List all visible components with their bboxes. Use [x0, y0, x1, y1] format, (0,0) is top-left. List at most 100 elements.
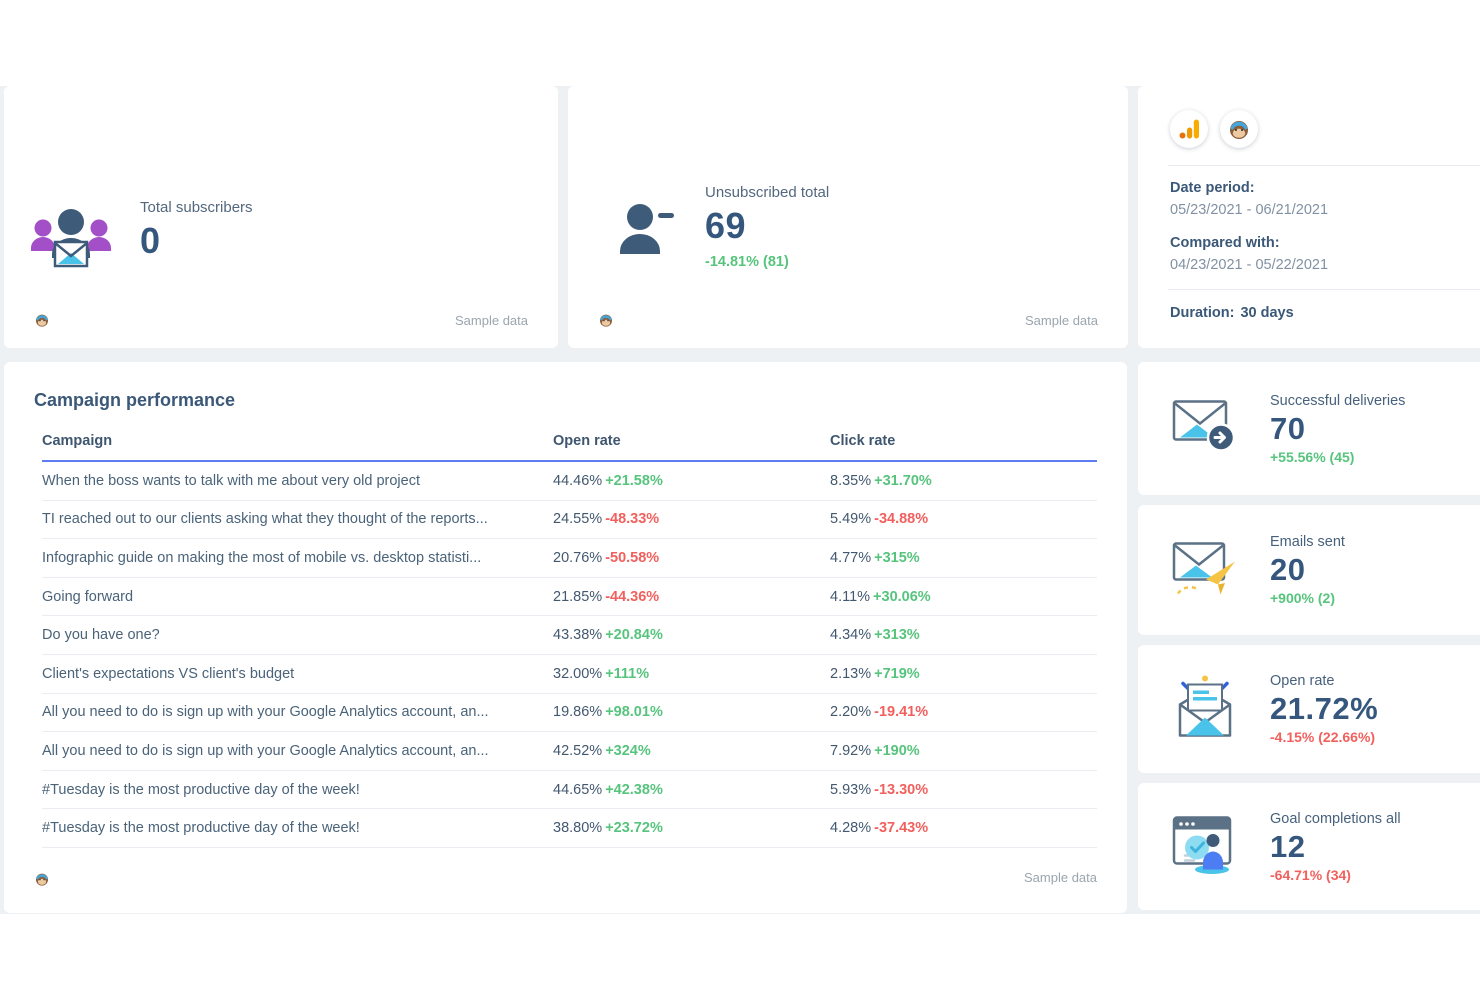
- open-rate-value: 38.80%: [553, 820, 603, 837]
- date-period-value: 05/23/2021 - 06/21/2021: [1170, 202, 1329, 218]
- metric-value: 70: [1270, 410, 1306, 446]
- click-rate-delta: -13.30%: [874, 781, 929, 798]
- metric-value: 20: [1270, 552, 1306, 587]
- emails-sent-card[interactable]: Emails sent 20 +900% (2): [1138, 505, 1480, 635]
- table-row: Client's expectations VS client's budget…: [42, 655, 1097, 694]
- click-rate-delta: +190%: [874, 742, 920, 759]
- column-header-click-rate: Click rate: [830, 433, 896, 449]
- open-rate-delta: -44.36%: [605, 588, 660, 605]
- compared-with-label: Compared with:: [1170, 235, 1280, 251]
- successful-deliveries-card[interactable]: Successful deliveries 70 +55.56% (45): [1138, 362, 1480, 495]
- metric-value: 0: [140, 220, 161, 261]
- integration-badges: [1170, 110, 1480, 148]
- open-envelope-icon: [1172, 675, 1238, 744]
- column-header-campaign: Campaign: [42, 433, 113, 449]
- campaign-name: Do you have one?: [42, 627, 160, 644]
- click-rate-delta: +313%: [874, 627, 920, 644]
- campaign-name: TI reached out to our clients asking wha…: [42, 511, 488, 528]
- goal-browser-icon: [1172, 814, 1238, 879]
- compared-with-value: 04/23/2021 - 05/22/2021: [1170, 257, 1329, 273]
- metric-label: Open rate: [1270, 673, 1335, 689]
- duration-value: 30 days: [1240, 305, 1294, 321]
- divider: [1168, 289, 1480, 290]
- click-rate-delta: +719%: [874, 665, 920, 682]
- metric-label: Goal completions all: [1270, 810, 1401, 827]
- click-rate-delta: +30.06%: [873, 588, 931, 605]
- open-rate-value: 44.65%: [553, 781, 603, 798]
- metric-label: Unsubscribed total: [705, 184, 830, 201]
- google-analytics-icon: [1170, 110, 1208, 148]
- campaign-name: #Tuesday is the most productive day of t…: [42, 820, 360, 837]
- metric-delta: -14.81% (81): [705, 254, 789, 270]
- metric-label: Successful deliveries: [1270, 392, 1406, 409]
- open-rate-delta: +98.01%: [605, 704, 663, 721]
- open-rate-delta: +42.38%: [605, 781, 663, 798]
- envelope-plane-icon: [1172, 539, 1238, 602]
- click-rate-value: 4.28%: [830, 820, 872, 837]
- campaign-table-header: Campaign Open rate Click rate: [42, 433, 1097, 462]
- duration-label: Duration:: [1170, 305, 1235, 321]
- mailchimp-source-icon: [34, 871, 50, 887]
- campaign-name: #Tuesday is the most productive day of t…: [42, 781, 360, 798]
- campaign-performance-card[interactable]: Campaign performance Campaign Open rate …: [4, 362, 1127, 913]
- open-rate-delta: +324%: [605, 742, 651, 759]
- open-rate-delta: +23.72%: [605, 820, 663, 837]
- sample-data-note: Sample data: [1025, 313, 1098, 328]
- open-rate-delta: +20.84%: [605, 627, 663, 644]
- metric-label: Emails sent: [1270, 534, 1345, 550]
- table-row: Do you have one? 43.38% +20.84% 4.34% +313…: [42, 616, 1097, 655]
- open-rate-value: 19.86%: [553, 704, 603, 721]
- click-rate-delta: +315%: [874, 549, 920, 566]
- column-header-open-rate: Open rate: [553, 433, 621, 449]
- table-row: Going forward 21.85% -44.36% 4.11% +30.06%: [42, 578, 1097, 617]
- click-rate-value: 4.34%: [830, 627, 872, 644]
- click-rate-value: 5.49%: [830, 511, 872, 528]
- subscribers-group-icon: [30, 200, 112, 281]
- date-period-block: Date period: 05/23/2021 - 06/21/2021: [1170, 180, 1328, 218]
- campaign-performance-title: Campaign performance: [34, 390, 236, 410]
- open-rate-delta: -50.58%: [605, 549, 660, 566]
- click-rate-value: 4.11%: [830, 588, 871, 605]
- open-rate-delta: +21.58%: [605, 472, 663, 489]
- total-subscribers-card[interactable]: Total subscribers 0 Sample data: [4, 86, 558, 348]
- unsubscribed-total-card[interactable]: Unsubscribed total 69 -14.81% (81) Sampl…: [568, 86, 1128, 348]
- metric-value: 69: [705, 205, 747, 246]
- metric-delta: +900% (2): [1270, 590, 1335, 606]
- click-rate-delta: -19.41%: [874, 704, 929, 721]
- metric-delta: +55.56% (45): [1270, 448, 1355, 465]
- table-row: TI reached out to our clients asking wha…: [42, 501, 1097, 540]
- divider: [1168, 165, 1480, 166]
- mailchimp-source-icon: [34, 312, 50, 328]
- mailchimp-source-icon: [598, 312, 614, 328]
- table-row: #Tuesday is the most productive day of t…: [42, 771, 1097, 810]
- open-rate-value: 44.46%: [553, 472, 603, 489]
- open-rate-value: 21.85%: [553, 588, 603, 605]
- goal-completions-card[interactable]: Goal completions all 12 -64.71% (34): [1138, 783, 1480, 910]
- duration-text: Duration: 30 days: [1170, 305, 1294, 321]
- open-rate-value: 43.38%: [553, 627, 603, 644]
- table-row: Infographic guide on making the most of …: [42, 539, 1097, 578]
- open-rate-value: 20.76%: [553, 549, 603, 566]
- metric-value: 12: [1270, 828, 1306, 864]
- click-rate-value: 7.92%: [830, 742, 872, 759]
- open-rate-card[interactable]: Open rate 21.72% -4.15% (22.66%): [1138, 645, 1480, 773]
- click-rate-value: 5.93%: [830, 781, 872, 798]
- metric-delta: -64.71% (34): [1270, 866, 1351, 883]
- campaign-name: Going forward: [42, 588, 134, 605]
- date-period-card[interactable]: Date period: 05/23/2021 - 06/21/2021 Com…: [1138, 86, 1480, 348]
- table-row: All you need to do is sign up with your …: [42, 732, 1097, 771]
- campaign-table: Campaign Open rate Click rate When the b…: [42, 433, 1097, 848]
- compared-with-block: Compared with: 04/23/2021 - 05/22/2021: [1170, 235, 1328, 273]
- click-rate-value: 2.20%: [830, 704, 872, 721]
- click-rate-value: 4.77%: [830, 549, 872, 566]
- envelope-delivered-icon: [1172, 398, 1238, 459]
- campaign-name: Infographic guide on making the most of …: [42, 549, 482, 566]
- sample-data-note: Sample data: [455, 313, 528, 328]
- date-period-label: Date period:: [1170, 180, 1255, 196]
- metric-label: Total subscribers: [140, 199, 253, 216]
- table-row: All you need to do is sign up with your …: [42, 694, 1097, 733]
- open-rate-delta: -48.33%: [605, 511, 660, 528]
- metric-delta: -4.15% (22.66%): [1270, 729, 1376, 745]
- open-rate-value: 32.00%: [553, 665, 603, 682]
- person-minus-icon: [618, 202, 676, 263]
